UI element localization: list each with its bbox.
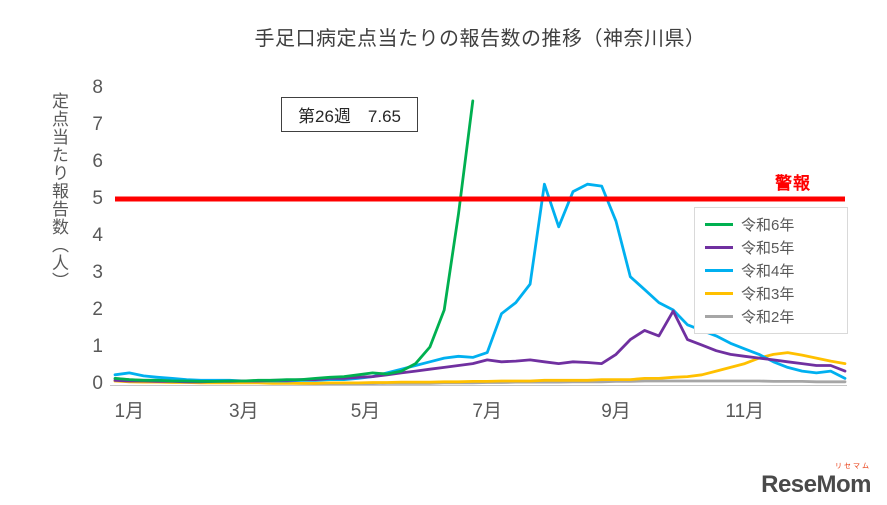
legend-swatch-reiwa4 <box>705 269 733 272</box>
legend-item-reiwa5: 令和5年 <box>705 238 837 257</box>
annotation-box: 第26週 7.65 <box>281 97 418 132</box>
y-tick-label: 3 <box>92 262 103 283</box>
legend-item-reiwa2: 令和2年 <box>705 307 837 326</box>
y-tick-label: 7 <box>92 114 103 135</box>
y-axis-title: 定点当たり報告数（人） <box>49 92 68 290</box>
x-tick-label: 11月 <box>725 401 765 422</box>
resemom-logo-ruby: リセマム <box>835 463 871 471</box>
legend-label: 令和2年 <box>741 309 795 326</box>
x-tick-label: 5月 <box>350 401 381 422</box>
legend-item-reiwa3: 令和3年 <box>705 284 837 303</box>
y-tick-label: 6 <box>92 151 103 172</box>
legend-swatch-reiwa3 <box>705 292 733 295</box>
legend-swatch-reiwa6 <box>705 223 733 226</box>
resemom-logo-text: ReseMom <box>761 470 871 498</box>
legend-label: 令和3年 <box>741 286 795 303</box>
x-tick-label: 3月 <box>229 401 259 422</box>
y-tick-label: 5 <box>92 188 103 209</box>
series-line-reiwa6 <box>113 99 475 383</box>
legend-label: 令和5年 <box>741 240 795 257</box>
y-tick-label: 4 <box>92 225 103 246</box>
chart-title: 手足口病定点当たりの報告数の推移（神奈川県） <box>254 28 706 50</box>
x-tick-label: 7月 <box>472 401 502 422</box>
y-tick-label: 2 <box>92 299 103 320</box>
x-tick-label: 9月 <box>601 401 631 422</box>
y-tick-label: 8 <box>92 77 103 98</box>
resemom-logo: リセマム ReseMom <box>761 463 871 497</box>
legend-swatch-reiwa5 <box>705 246 733 249</box>
y-tick-label: 1 <box>92 336 103 357</box>
legend-item-reiwa6: 令和6年 <box>705 215 837 234</box>
alert-label: 警報 <box>775 174 811 193</box>
legend-item-reiwa4: 令和4年 <box>705 261 837 280</box>
x-tick-label: 1月 <box>114 401 145 422</box>
legend: 令和6年令和5年令和4年令和3年令和2年 <box>694 207 848 334</box>
legend-swatch-reiwa2 <box>705 315 733 318</box>
y-tick-label: 0 <box>92 373 103 394</box>
legend-label: 令和4年 <box>741 263 795 280</box>
legend-label: 令和6年 <box>741 217 795 234</box>
series-line-reiwa3 <box>113 351 847 385</box>
